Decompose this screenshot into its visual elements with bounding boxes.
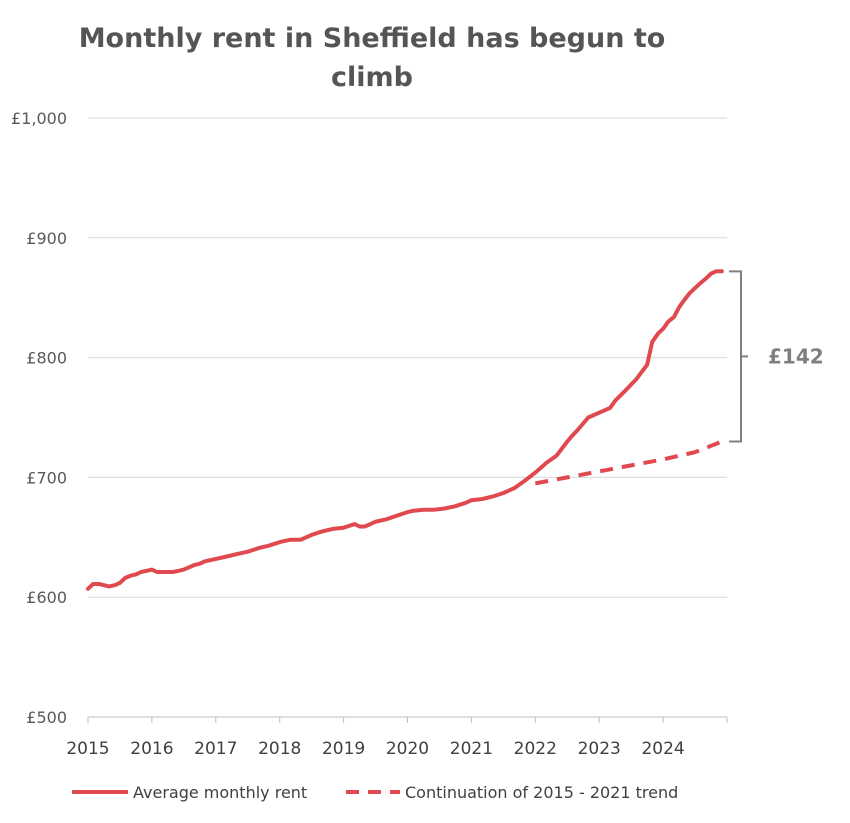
- trend-series-line: [534, 439, 723, 486]
- x-tick-label: 2019: [322, 739, 365, 759]
- y-tick-label: £800: [26, 349, 67, 368]
- chart-title-line-1: Monthly rent in Sheffield has begun to: [79, 23, 666, 54]
- rent-series-line: [86, 269, 724, 591]
- x-tick-label: 2017: [194, 739, 237, 759]
- x-axis: 2015 2016 2017 2018 2019 2020 2021 2022 2023 2024: [66, 716, 728, 759]
- chart-title-line-2: climb: [331, 62, 413, 93]
- y-tick-label: £900: [26, 229, 67, 248]
- legend: Average monthly rent Continuation of 2015…: [72, 783, 678, 802]
- x-tick-label: 2023: [578, 739, 621, 759]
- difference-label: £142: [768, 344, 824, 368]
- legend-item-trend-label: Continuation of 2015 - 2021 trend: [405, 783, 678, 802]
- x-tick-label: 2015: [66, 739, 109, 759]
- x-tick-label: 2021: [450, 739, 493, 759]
- y-axis-labels: £500 £600 £700 £800 £900 £1,000: [11, 109, 67, 727]
- legend-item-average-rent-label: Average monthly rent: [133, 783, 307, 802]
- difference-annotation: £142: [729, 270, 824, 443]
- y-tick-label: £1,000: [11, 109, 67, 128]
- x-tick-label: 2022: [514, 739, 557, 759]
- x-tick-label: 2020: [386, 739, 429, 759]
- x-tick-label: 2024: [641, 739, 684, 759]
- y-tick-label: £500: [26, 708, 67, 727]
- y-tick-label: £700: [26, 468, 67, 487]
- series-lines: [86, 269, 724, 591]
- gridlines: [88, 117, 727, 598]
- x-tick-label: 2018: [258, 739, 301, 759]
- y-tick-label: £600: [26, 588, 67, 607]
- difference-bracket: [729, 270, 748, 443]
- x-tick-label: 2016: [130, 739, 173, 759]
